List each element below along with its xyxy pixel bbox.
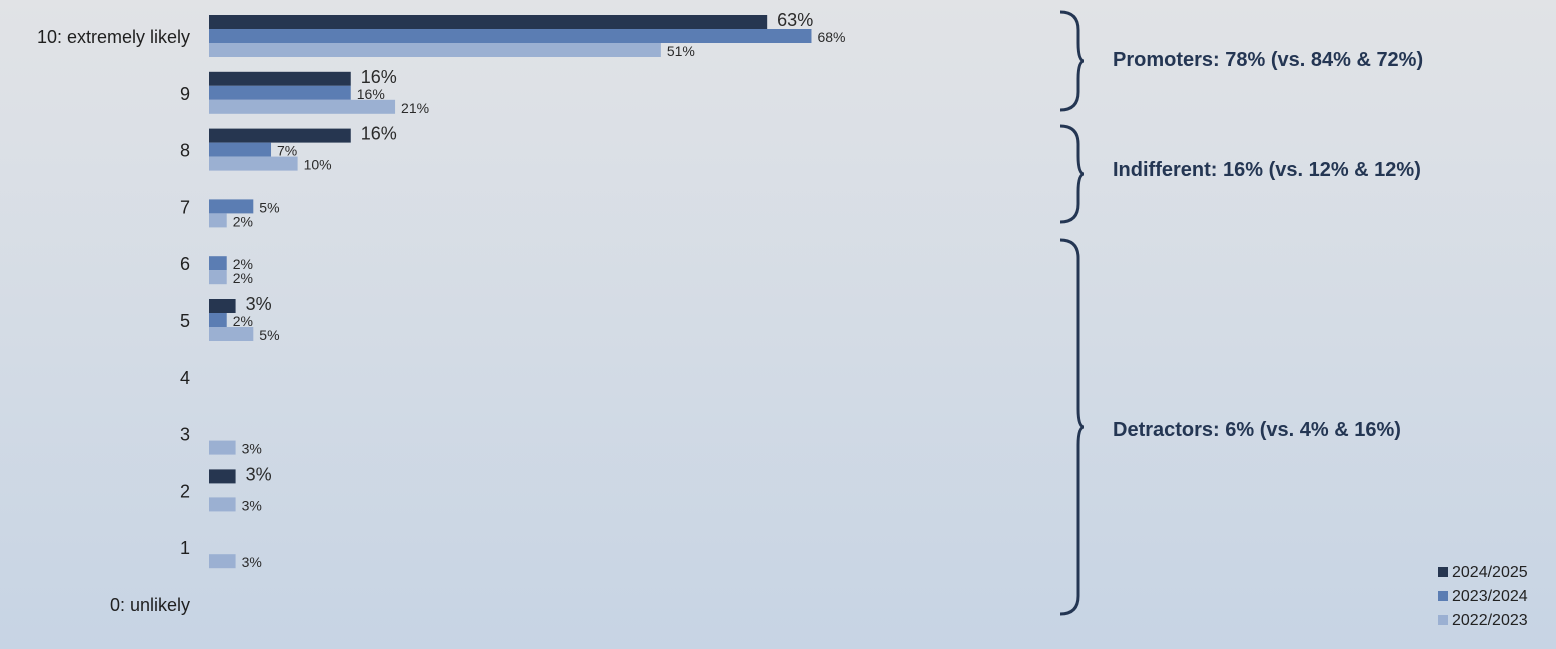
bar-2024-2025 xyxy=(209,128,351,143)
data-label: 3% xyxy=(246,464,272,484)
category-label: 4 xyxy=(180,368,190,388)
bar-2023-2024 xyxy=(209,313,227,327)
category-label: 6 xyxy=(180,254,190,274)
data-label: 5% xyxy=(259,327,279,343)
brace-promoters xyxy=(1059,10,1085,112)
group-label-indifferent: Indifferent: 16% (vs. 12% & 12%) xyxy=(1113,159,1421,181)
category-label: 0: unlikely xyxy=(110,595,190,615)
category-label: 10: extremely likely xyxy=(37,27,190,47)
bar-2024-2025 xyxy=(209,15,768,29)
bar-2022-2023 xyxy=(209,99,396,114)
bar-2022-2023 xyxy=(209,156,298,171)
data-label: 5% xyxy=(259,199,279,215)
bar-2024-2025 xyxy=(209,71,351,86)
bar-2023-2024 xyxy=(209,199,254,214)
legend-item: 2023/2024 xyxy=(1438,588,1528,612)
bar-2022-2023 xyxy=(209,270,227,285)
bar-2022-2023 xyxy=(209,43,661,57)
data-label: 2% xyxy=(233,213,253,229)
bar-2022-2023 xyxy=(209,554,236,569)
data-label: 51% xyxy=(667,43,695,59)
bar-2022-2023 xyxy=(209,327,254,341)
data-label: 7% xyxy=(277,143,297,159)
bar-2023-2024 xyxy=(209,256,227,271)
legend-label: 2022/2023 xyxy=(1452,612,1528,629)
legend: 2024/2025 2023/2024 2022/2023 xyxy=(1438,564,1528,636)
bar-2022-2023 xyxy=(209,497,236,512)
legend-swatch xyxy=(1438,567,1448,577)
legend-swatch xyxy=(1438,615,1448,625)
data-label: 16% xyxy=(361,67,397,87)
data-label: 2% xyxy=(233,270,253,286)
legend-swatch xyxy=(1438,591,1448,601)
data-label: 3% xyxy=(246,294,272,314)
category-label: 3 xyxy=(180,425,190,445)
legend-item: 2024/2025 xyxy=(1438,564,1528,588)
category-label: 1 xyxy=(180,538,190,558)
brace-indifferent xyxy=(1059,124,1085,224)
data-label: 3% xyxy=(242,554,262,570)
data-label: 63% xyxy=(777,10,813,30)
legend-item: 2022/2023 xyxy=(1438,612,1528,636)
bar-2022-2023 xyxy=(209,440,236,455)
bar-2024-2025 xyxy=(209,469,236,484)
group-label-detractors: Detractors: 6% (vs. 4% & 16%) xyxy=(1113,419,1401,441)
legend-label: 2024/2025 xyxy=(1452,564,1528,581)
bar-2024-2025 xyxy=(209,299,236,313)
group-label-promoters: Promoters: 78% (vs. 84% & 72%) xyxy=(1113,49,1424,71)
data-label: 21% xyxy=(401,100,429,116)
bar-2023-2024 xyxy=(209,85,351,100)
legend-label: 2023/2024 xyxy=(1452,588,1528,605)
data-label: 16% xyxy=(361,124,397,144)
category-label: 5 xyxy=(180,311,190,331)
data-label: 2% xyxy=(233,256,253,272)
data-label: 68% xyxy=(817,29,845,45)
category-label: 2 xyxy=(180,481,190,501)
data-label: 10% xyxy=(304,157,332,173)
data-label: 2% xyxy=(233,313,253,329)
bar-2022-2023 xyxy=(209,213,227,228)
data-label: 3% xyxy=(242,441,262,457)
bar-2023-2024 xyxy=(209,29,812,43)
brace-detractors xyxy=(1059,238,1085,616)
data-label: 3% xyxy=(242,497,262,513)
category-label: 9 xyxy=(180,84,190,104)
bar-2023-2024 xyxy=(209,142,272,157)
category-label: 7 xyxy=(180,197,190,217)
data-label: 16% xyxy=(357,86,385,102)
category-label: 8 xyxy=(180,141,190,161)
